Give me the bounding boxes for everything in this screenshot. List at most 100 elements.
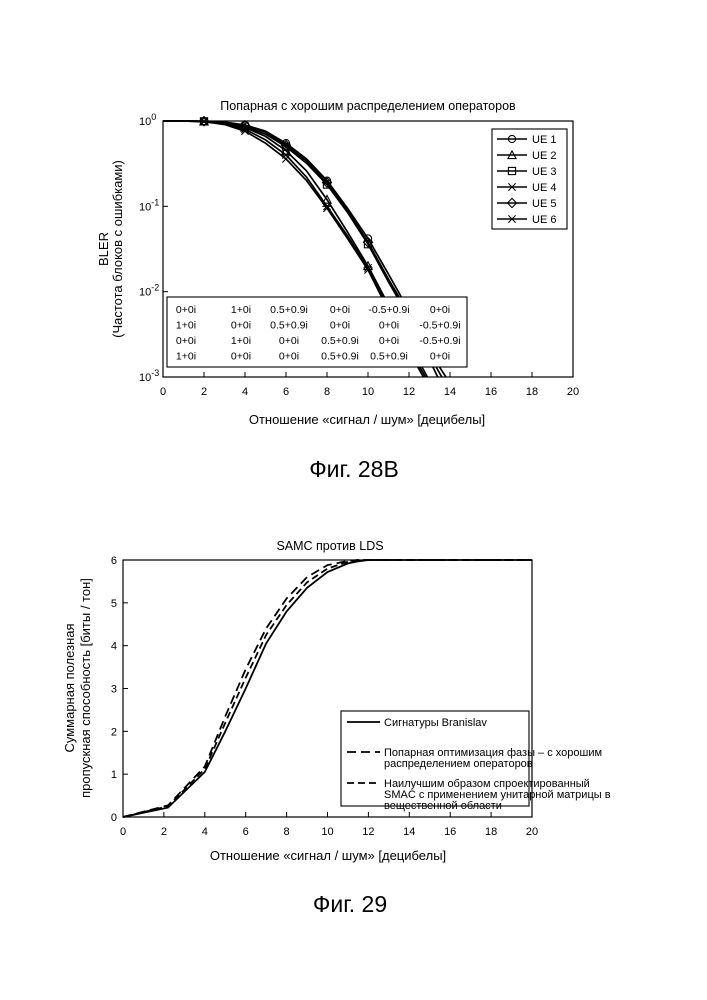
legend-entry: Сигнатуры Branislav xyxy=(384,717,487,729)
matrix-cell: 0+0i xyxy=(330,320,350,332)
x-tick-label: 16 xyxy=(444,826,456,838)
matrix-cell: 0+0i xyxy=(430,351,450,363)
y-axis-label: BLER (Частота блоков с ошибками) xyxy=(96,160,125,338)
y-tick-exponent: -1 xyxy=(151,197,159,207)
y-ticks: 0 1 2 3 4 5 6 xyxy=(111,555,128,824)
matrix-cell: 0.5+0.9i xyxy=(270,320,308,332)
legend-marker xyxy=(507,134,517,144)
series-point-ue-5 xyxy=(198,115,210,127)
x-tick-label: 4 xyxy=(202,826,208,838)
x-tick-label: 12 xyxy=(403,386,415,398)
y-axis-label-line: BLER xyxy=(96,232,111,266)
y-tick-label: 4 xyxy=(111,641,117,653)
matrix-cell: 0+0i xyxy=(176,335,196,347)
series-point-ue-4 xyxy=(281,150,291,159)
legend-entry: UE 3 xyxy=(532,166,556,178)
series-point-ue-5 xyxy=(239,119,251,131)
x-tick-label: 14 xyxy=(444,386,456,398)
y-tick-label: 5 xyxy=(111,598,117,610)
x-tick-label: 8 xyxy=(324,386,330,398)
x-tick-label: 6 xyxy=(243,826,249,838)
figure-caption: Фиг. 29 xyxy=(313,891,387,917)
legend-entry: UE 5 xyxy=(532,198,556,210)
series-point-ue-6 xyxy=(200,117,208,126)
legend-marker xyxy=(507,183,517,191)
x-tick-label: 2 xyxy=(201,386,207,398)
y-axis-label-line: Суммарная полезная xyxy=(62,623,77,752)
matrix-cell: 0+0i xyxy=(231,351,251,363)
x-tick-label: 10 xyxy=(321,826,333,838)
x-tick-label: 4 xyxy=(242,386,248,398)
series-line-3 xyxy=(122,559,532,818)
legend-entry: UE 4 xyxy=(532,182,556,194)
y-tick-exponent: 0 xyxy=(151,112,156,122)
x-tick-label: 0 xyxy=(160,386,166,398)
matrix-cell: 0+0i xyxy=(279,335,299,347)
matrix-cell: 0+0i xyxy=(176,304,196,316)
x-tick-label: 2 xyxy=(161,826,167,838)
series-point-ue-6 xyxy=(323,204,331,213)
matrix-cell: 1+0i xyxy=(231,335,251,347)
matrix-cell: -0.5+0.9i xyxy=(368,304,409,316)
legend-entry: UE 1 xyxy=(532,134,556,146)
series-point-ue-5 xyxy=(362,236,374,248)
legend-entry: Попарная оптимизация фазы – с хорошим xyxy=(384,747,602,759)
series-point-ue-4 xyxy=(322,202,332,211)
y-axis-label-line: (Частота блоков с ошибками) xyxy=(110,160,125,338)
legend: UE 1 UE 2 UE 3 UE 4 UE 5 UE 6 xyxy=(491,128,568,230)
x-tick-label: 16 xyxy=(485,386,497,398)
x-tick-label: 6 xyxy=(283,386,289,398)
series-point-ue-6 xyxy=(241,127,249,136)
y-ticks: 100 10-1 10-2 10-3 xyxy=(139,112,168,384)
legend-entry: Наилучшим образом спроектированный xyxy=(384,778,590,790)
y-tick-label: 10-3 xyxy=(139,368,159,384)
y-tick-exponent: -3 xyxy=(151,368,159,378)
x-tick-label: 0 xyxy=(120,826,126,838)
legend-marker xyxy=(506,149,518,160)
matrix-cell: 0.5+0.9i xyxy=(321,335,359,347)
matrix-cell: 1+0i xyxy=(231,304,251,316)
x-ticks: 0 2 4 6 8 10 12 14 16 18 20 xyxy=(120,812,538,838)
y-tick-label: 3 xyxy=(111,684,117,696)
series-point-ue-5 xyxy=(321,177,333,188)
x-axis-label: Отношение «сигнал / шум» [децибелы] xyxy=(249,412,485,427)
x-ticks: 0 2 4 6 8 10 12 14 16 18 20 xyxy=(160,372,579,398)
series-point-ue-3 xyxy=(363,240,373,249)
matrix-cell: 0.5+0.9i xyxy=(321,351,359,363)
x-axis-label: Отношение «сигнал / шум» [децибелы] xyxy=(210,848,446,863)
x-tick-label: 8 xyxy=(284,826,290,838)
matrix-cell: -0.5+0.9i xyxy=(419,335,460,347)
legend-entry: SMAC с применением унитарной матрицы в xyxy=(384,789,611,801)
x-tick-label: 12 xyxy=(362,826,374,838)
legend-box xyxy=(491,128,568,230)
matrix-cell: -0.5+0.9i xyxy=(419,320,460,332)
chart-title: SAMC против LDS xyxy=(276,539,383,553)
legend-entry: UE 2 xyxy=(532,150,556,162)
y-tick-exponent: -2 xyxy=(151,283,159,293)
series-point-ue-2 xyxy=(321,194,333,204)
matrix-cell: 0+0i xyxy=(430,304,450,316)
series-point-ue-1 xyxy=(363,234,373,243)
legend: Сигнатуры Branislav Попарная оптимизация … xyxy=(340,710,611,812)
series-point-ue-5 xyxy=(280,139,292,151)
legend-marker xyxy=(506,197,518,209)
series-point-ue-3 xyxy=(322,180,332,189)
matrix-cell: 1+0i xyxy=(176,351,196,363)
series-line-1 xyxy=(122,559,532,818)
x-tick-label: 10 xyxy=(362,386,374,398)
y-axis-label-line: пропускная способность [биты / тон] xyxy=(78,578,93,798)
series-point-ue-4 xyxy=(363,263,373,272)
matrix-cell: 1+0i xyxy=(176,320,196,332)
matrix-cell: 0+0i xyxy=(330,304,350,316)
legend-marker xyxy=(507,166,517,176)
legend-entry: UE 6 xyxy=(532,214,556,226)
markers xyxy=(198,115,374,274)
y-tick-label: 10-2 xyxy=(139,283,159,299)
y-tick-label: 0 xyxy=(111,812,117,824)
x-tick-label: 14 xyxy=(403,826,415,838)
x-tick-label: 18 xyxy=(526,386,538,398)
matrix-table-box xyxy=(166,296,468,368)
y-tick-label: 10-1 xyxy=(139,197,159,213)
